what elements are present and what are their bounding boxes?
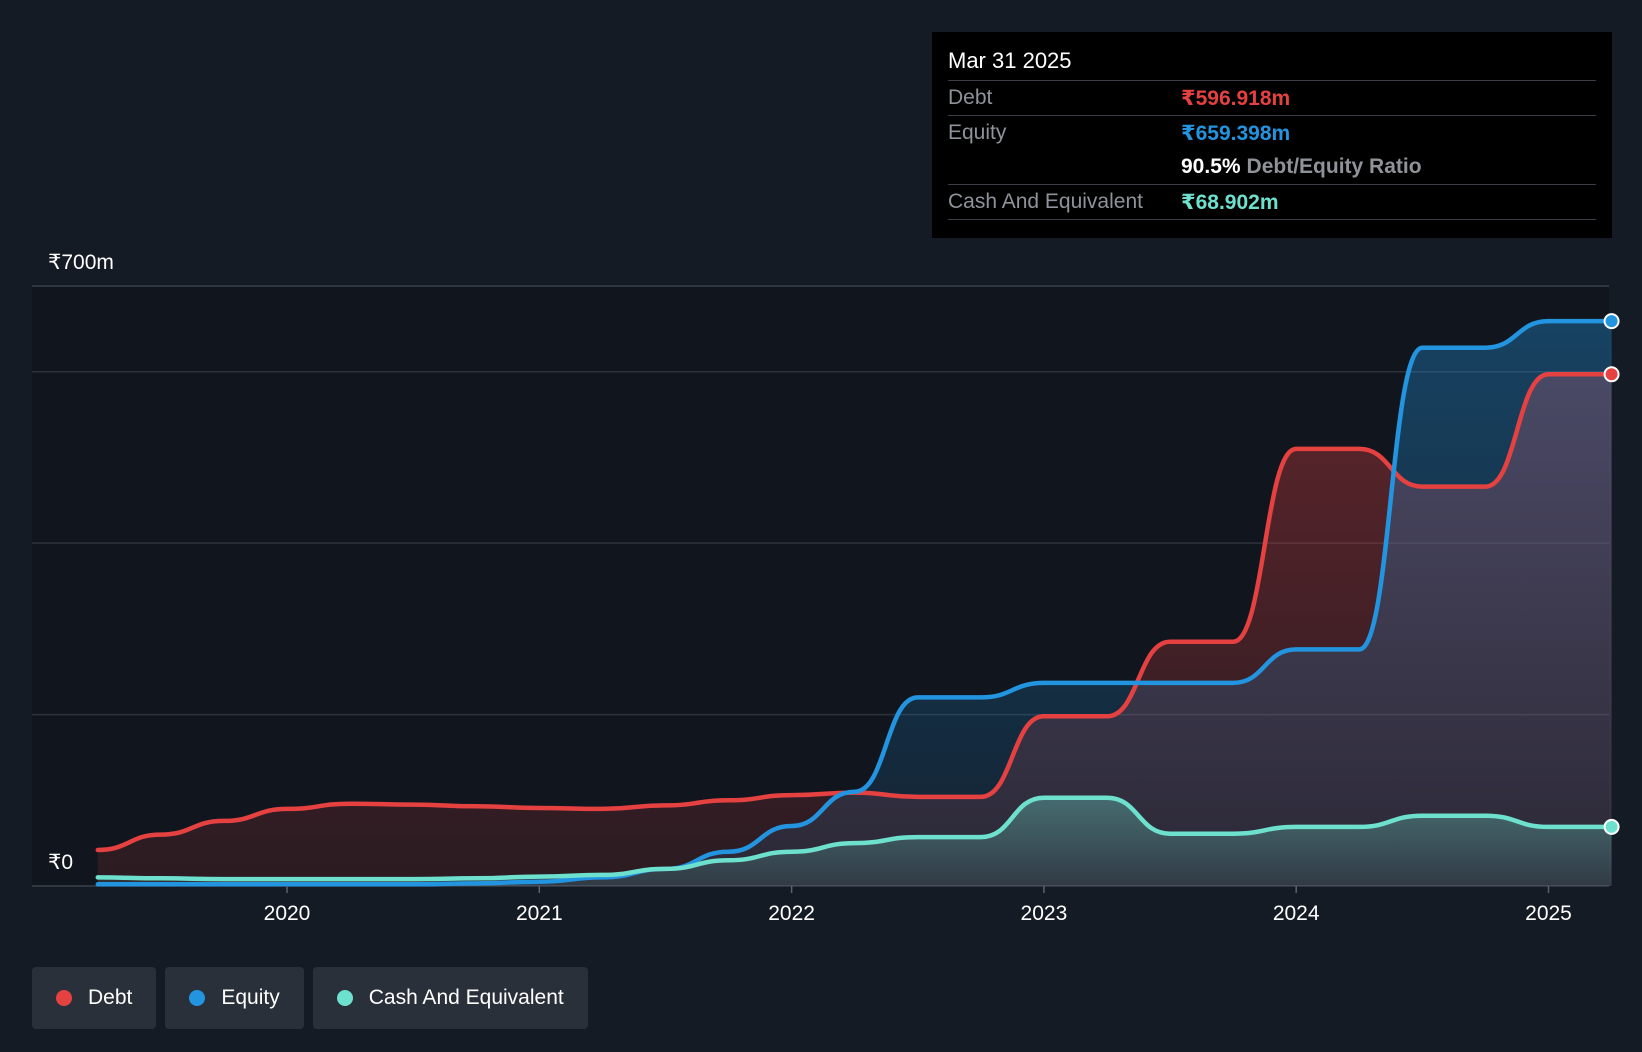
tooltip-equity-row: Equity ₹659.398m [948, 115, 1596, 150]
tooltip-date: Mar 31 2025 [948, 48, 1072, 73]
legend-dot-equity [189, 990, 206, 1006]
legend-item-cash[interactable]: Cash And Equivalent [312, 967, 588, 1029]
y-tick-label: ₹700m [48, 251, 114, 274]
x-tick-label: 2022 [768, 902, 815, 925]
tooltip-panel: Mar 31 2025 Debt ₹596.918m Equity ₹659.3… [932, 32, 1612, 238]
end-marker-cash[interactable] [1603, 818, 1620, 835]
tooltip-cash-value: ₹68.902m [1181, 190, 1279, 214]
tooltip-cash-row: Cash And Equivalent ₹68.902m [948, 184, 1596, 220]
x-tick-label: 2023 [1021, 902, 1068, 925]
y-tick-label: ₹0 [48, 851, 73, 874]
x-tick-label: 2025 [1525, 902, 1572, 925]
legend-label-equity: Equity [221, 986, 280, 1009]
legend: Debt Equity Cash And Equivalent [32, 967, 588, 1029]
legend-label-cash: Cash And Equivalent [368, 986, 564, 1009]
area-equity [97, 321, 1612, 887]
x-tick-label: 2024 [1273, 902, 1320, 925]
x-tick-label: 2021 [516, 902, 563, 925]
x-tick-label: 2020 [264, 902, 311, 925]
area-cash [97, 797, 1612, 886]
tooltip-cash-label: Cash And Equivalent [948, 190, 1143, 213]
series-line-debt [95, 372, 1614, 853]
tooltip-debt-label: Debt [948, 86, 993, 109]
end-marker-debt[interactable] [1603, 366, 1620, 383]
tooltip-equity-value: ₹659.398m [1181, 121, 1291, 145]
tooltip-equity-label: Equity [948, 121, 1007, 144]
series-line-cash [95, 795, 1614, 882]
legend-dot-cash [336, 990, 353, 1006]
tooltip-debt-value: ₹596.918m [1181, 86, 1291, 110]
tooltip-ratio-value: 90.5% [1181, 155, 1241, 178]
tooltip-ratio-row: 90.5% Debt/Equity Ratio [948, 150, 1596, 184]
legend-item-equity[interactable]: Equity [165, 967, 304, 1029]
end-marker-equity[interactable] [1603, 313, 1620, 330]
legend-item-debt[interactable]: Debt [32, 967, 157, 1029]
legend-dot-debt [56, 990, 72, 1006]
tooltip-debt-row: Debt ₹596.918m [948, 80, 1596, 115]
series-line-equity [95, 318, 1614, 887]
legend-label-debt: Debt [88, 986, 133, 1009]
tooltip-ratio-label: Debt/Equity Ratio [1246, 155, 1422, 178]
